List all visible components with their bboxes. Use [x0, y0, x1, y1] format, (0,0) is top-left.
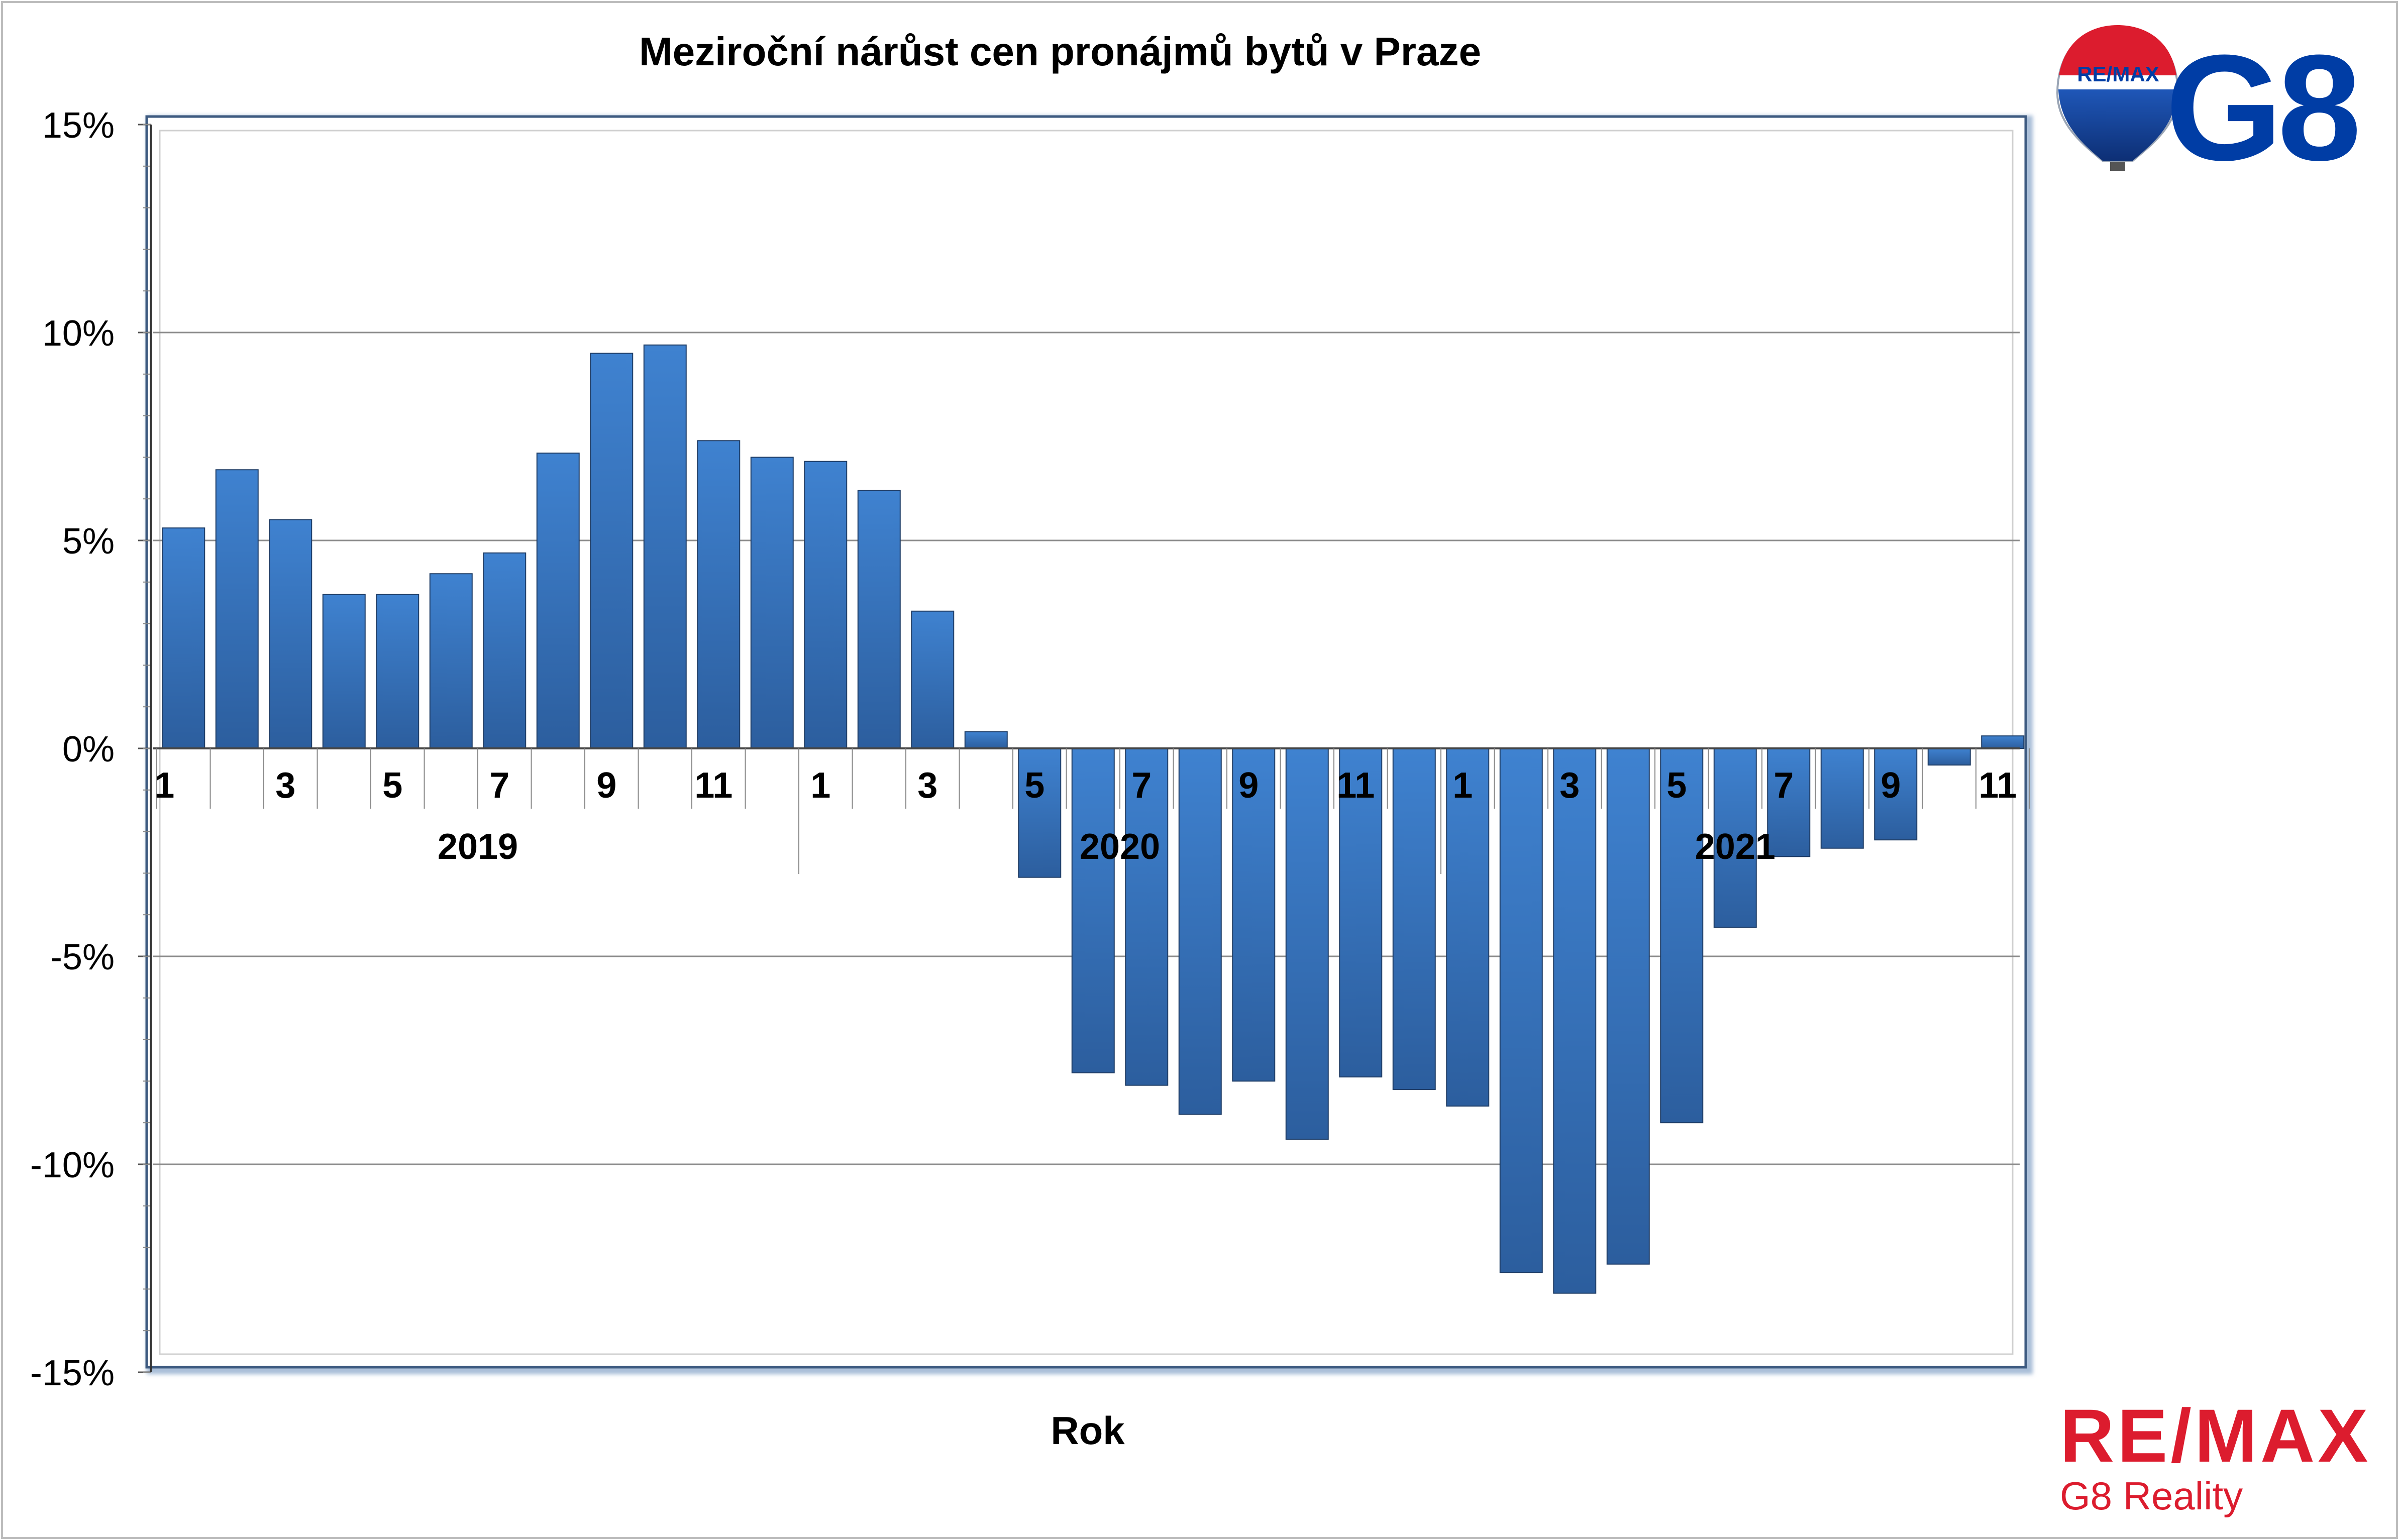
- x-tick-label: 5: [1024, 765, 1045, 806]
- bar: [857, 490, 901, 749]
- x-tick-label: 1: [1452, 765, 1473, 806]
- bar: [483, 552, 527, 749]
- y-axis: 15% 10% 5% 0% -5% -10% -15%: [30, 105, 152, 1393]
- x-axis-label: Rok: [1051, 1408, 1125, 1453]
- x-tick-label: 5: [1666, 765, 1687, 806]
- bar: [1553, 748, 1597, 1294]
- y-tick-label: -10%: [30, 1145, 115, 1185]
- y-tick-label: 5%: [62, 521, 115, 562]
- bar: [536, 453, 580, 749]
- y-tick-label: -5%: [50, 937, 115, 977]
- x-tick-label: 5: [382, 765, 402, 806]
- x-tick-label: 9: [1238, 765, 1259, 806]
- x-tick-label: 3: [917, 765, 937, 806]
- bar: [697, 440, 741, 749]
- y-tick-label: 10%: [42, 313, 115, 354]
- bar: [590, 353, 634, 749]
- x-tick-label: 7: [1774, 765, 1794, 806]
- bars: [162, 344, 2025, 1294]
- y-tick-label: -15%: [30, 1353, 115, 1393]
- bar: [1071, 748, 1115, 1073]
- bar: [1499, 748, 1543, 1273]
- y-tick-label: 15%: [42, 105, 115, 146]
- y-tick-label: 0%: [62, 729, 115, 769]
- bar: [1018, 748, 1062, 878]
- x-tick-label: 11: [1336, 765, 1375, 806]
- x-tick-label: 3: [1559, 765, 1580, 806]
- remax-balloon-logo: RE/MAX: [2056, 25, 2179, 171]
- year-label: 2020: [1080, 827, 1160, 867]
- x-tick-label: 11: [1978, 765, 2017, 806]
- g8-reality-text: G8 Reality: [2060, 1474, 2243, 1518]
- bar: [1285, 748, 1329, 1140]
- bar: [804, 461, 848, 749]
- remax-wordmark: RE/MAX: [2060, 1393, 2371, 1478]
- bar: [643, 344, 687, 749]
- bar: [1874, 748, 1918, 841]
- bar: [1981, 735, 2025, 749]
- bar: [429, 573, 473, 749]
- bar: [1178, 748, 1222, 1115]
- bar: [1392, 748, 1436, 1090]
- x-tick-label: 9: [596, 765, 616, 806]
- bar: [964, 731, 1008, 749]
- bar: [215, 469, 259, 749]
- x-tick-label: 1: [154, 765, 174, 806]
- bar: [1446, 748, 1490, 1107]
- plot-area: [145, 115, 2027, 1369]
- bar: [162, 527, 205, 749]
- x-tick-label: 11: [694, 765, 733, 806]
- bar: [911, 610, 955, 749]
- year-label: 2019: [438, 827, 518, 867]
- bar: [1820, 748, 1864, 849]
- year-label: 2021: [1695, 827, 1776, 867]
- bar: [1606, 748, 1650, 1265]
- x-tick-label: 9: [1881, 765, 1901, 806]
- g8-logo: G8: [2165, 23, 2358, 192]
- x-tick-label: 7: [1131, 765, 1152, 806]
- x-tick-label: 1: [810, 765, 830, 806]
- bar: [322, 594, 366, 749]
- bar: [1660, 748, 1704, 1124]
- balloon-logo-text: RE/MAX: [2077, 62, 2159, 86]
- x-tick-label: 3: [275, 765, 295, 806]
- bar: [376, 594, 420, 749]
- bar: [750, 457, 794, 749]
- bar: [269, 519, 312, 749]
- bar: [1125, 748, 1169, 1086]
- bar: [1767, 748, 1811, 857]
- x-tick-label: 7: [489, 765, 509, 806]
- chart-title: Meziroční nárůst cen pronájmů bytů v Pra…: [639, 29, 1481, 74]
- bar: [1927, 748, 1971, 766]
